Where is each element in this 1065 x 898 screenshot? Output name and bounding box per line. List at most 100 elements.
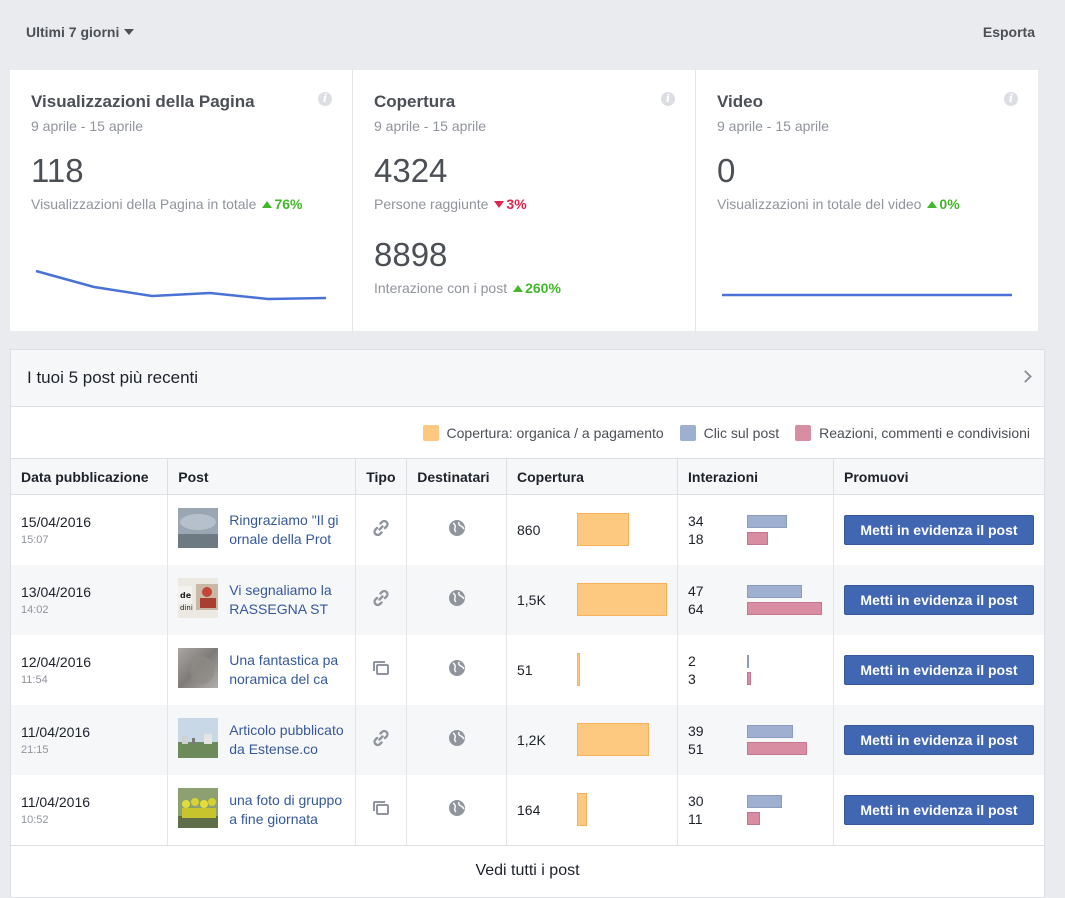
metric-label: Interazione con i post 260% (374, 280, 675, 296)
triangle-up-icon (927, 201, 938, 208)
album-icon (371, 661, 391, 681)
post-thumbnail[interactable] (178, 508, 229, 551)
legend: Copertura: organica / a pagamento Clic s… (11, 407, 1044, 458)
boost-post-button[interactable]: Metti in evidenza il post (844, 514, 1034, 545)
cell-date: 12/04/2016 11:54 (11, 634, 169, 705)
reactions-value: 11 (688, 810, 703, 827)
post-time: 14:02 (21, 603, 49, 616)
cell-post: una foto di gruppo a fine giornata (167, 774, 357, 845)
cell-promote: Metti in evidenza il post (834, 635, 1045, 705)
post-thumbnail[interactable] (178, 648, 229, 691)
post-thumbnail[interactable] (178, 788, 229, 831)
boost-post-button[interactable]: Metti in evidenza il post (844, 654, 1034, 685)
card-date: 9 aprile - 15 aprile (374, 118, 487, 134)
globe-icon (448, 520, 466, 540)
reactions-value: 64 (688, 600, 704, 617)
see-all-posts-link[interactable]: Vedi tutti i post (11, 844, 1044, 895)
reactions-value: 51 (688, 740, 704, 757)
clicks-value: 2 (688, 652, 696, 669)
col-header-audience[interactable]: Destinatari (406, 458, 507, 495)
reach-bar (577, 513, 629, 547)
reach-bar (577, 653, 580, 686)
metric-label-text: Visualizzazioni della Pagina in totale (31, 196, 257, 212)
panel-title: I tuoi 5 post più recenti (27, 368, 199, 387)
card-title: Copertura (374, 92, 456, 111)
link-icon (371, 589, 391, 611)
legend-label: Reazioni, commenti e condivisioni (819, 424, 1030, 441)
cell-post: de dini Vi segnaliamo la RASSEGNA ST (167, 564, 357, 635)
reach-value: 164 (517, 801, 541, 818)
card-reach: Copertura 9 aprile - 15 aprile i 4324 Pe… (353, 70, 696, 331)
post-link[interactable]: Una fantastica panoramica del ca (229, 651, 339, 687)
post-thumbnail[interactable]: de dini (178, 578, 229, 621)
table-row: 13/04/2016 14:02 de dini Vi segnaliamo la RA… (11, 564, 1044, 635)
legend-swatch (422, 424, 439, 441)
post-thumbnail[interactable] (178, 718, 229, 761)
date-range-dropdown[interactable]: Ultimi 7 giorni (26, 24, 135, 40)
cell-audience (406, 704, 507, 775)
metric-delta: 76% (274, 196, 303, 212)
legend-item-reach: Copertura: organica / a pagamento (422, 424, 664, 441)
reach-value: 860 (517, 521, 541, 538)
col-header-date[interactable]: Data pubblicazione (11, 458, 169, 495)
col-header-post[interactable]: Post (167, 458, 357, 495)
metric-label-text: Persone raggiunte (374, 196, 489, 212)
link-icon (371, 729, 391, 751)
triangle-down-icon (494, 201, 505, 208)
card-page-views: Visualizzazioni della Pagina 9 aprile - … (10, 70, 353, 331)
post-time: 10:52 (21, 813, 49, 826)
info-icon[interactable]: i (318, 92, 332, 106)
reactions-bar (747, 811, 760, 825)
boost-post-button[interactable]: Metti in evidenza il post (844, 584, 1034, 615)
post-link[interactable]: una foto di gruppo a fine giornata (229, 791, 343, 827)
cell-post: Articolo pubblicato da Estense.co (167, 704, 357, 775)
cell-audience (406, 634, 507, 705)
info-icon[interactable]: i (661, 92, 675, 106)
metric-delta: 0% (939, 196, 960, 212)
cell-reach: 51 (506, 634, 678, 705)
cell-interactions: 34 18 (677, 494, 834, 565)
post-link[interactable]: Vi segnaliamo la RASSEGNA ST (229, 581, 332, 617)
post-link[interactable]: Articolo pubblicato da Estense.co (229, 721, 344, 757)
col-header-reach[interactable]: Copertura (506, 458, 678, 495)
post-date: 11/04/2016 (21, 723, 91, 740)
cell-interactions: 30 11 (677, 774, 834, 845)
cell-post: Ringraziamo "Il giornale della Prot (167, 494, 357, 565)
metric-delta: 3% (506, 196, 527, 212)
col-header-interactions[interactable]: Interazioni (677, 458, 834, 495)
boost-post-button[interactable]: Metti in evidenza il post (844, 724, 1034, 755)
globe-icon (448, 590, 466, 610)
top-toolbar: Ultimi 7 giorni Esporta (0, 0, 1065, 66)
cell-reach: 860 (506, 494, 678, 565)
summary-cards: Visualizzazioni della Pagina 9 aprile - … (10, 70, 1038, 331)
link-icon (371, 520, 391, 541)
cell-promote: Metti in evidenza il post (833, 704, 1044, 775)
reactions-bar (747, 741, 807, 755)
info-icon[interactable]: i (1004, 92, 1018, 106)
date-range-label: Ultimi 7 giorni (26, 24, 120, 40)
table-row: 12/04/2016 11:54 Una fantastica panoramica… (11, 634, 1045, 705)
post-link[interactable]: Ringraziamo "Il giornale della Prot (229, 511, 339, 547)
col-header-promote: Promuovi (833, 458, 1044, 495)
cell-type (355, 494, 408, 565)
legend-item-clicks: Clic sul post (679, 424, 779, 441)
chevron-right-icon[interactable] (1019, 370, 1032, 383)
col-header-type[interactable]: Tipo (355, 458, 408, 495)
clicks-value: 39 (688, 722, 704, 739)
reactions-value: 18 (688, 530, 704, 547)
posts-table: Data pubblicazione Post Tipo Destinatari… (11, 458, 1044, 845)
export-button[interactable]: Esporta (982, 24, 1035, 40)
metric-label: Visualizzazioni della Pagina in totale 76… (31, 196, 332, 212)
cell-promote: Metti in evidenza il post (834, 495, 1045, 565)
caret-down-icon (124, 29, 135, 35)
cell-type (355, 704, 408, 775)
cell-date: 11/04/2016 10:52 (11, 774, 169, 845)
reactions-bar (747, 671, 751, 685)
triangle-up-icon (262, 201, 273, 208)
cell-type (355, 634, 408, 705)
reactions-value: 3 (688, 670, 696, 687)
boost-post-button[interactable]: Metti in evidenza il post (844, 794, 1034, 825)
card-title: Video (717, 92, 763, 111)
cell-promote: Metti in evidenza il post (834, 775, 1045, 845)
